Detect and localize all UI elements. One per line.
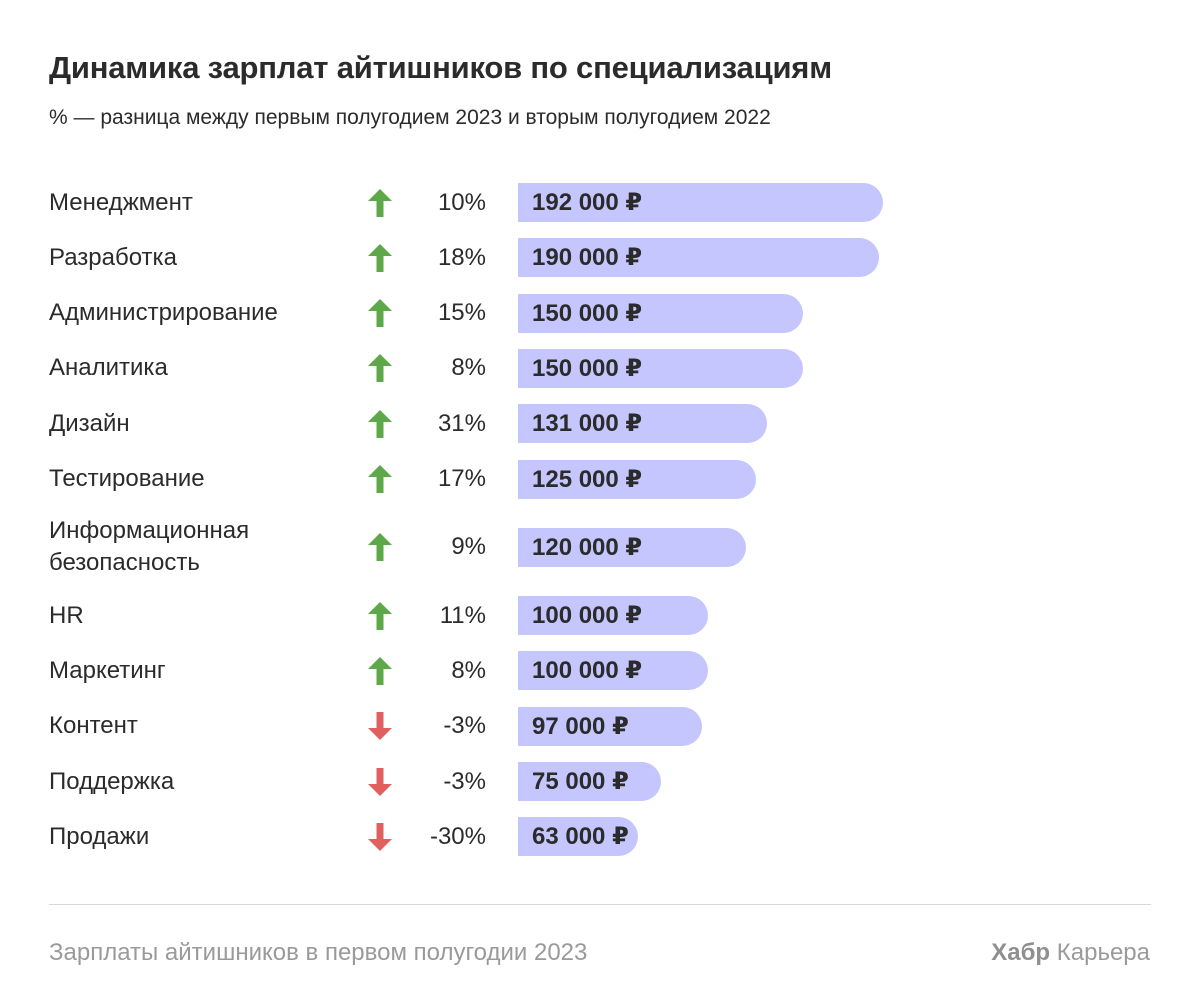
category-label: Маркетинг [49, 655, 166, 687]
category-label-line: Аналитика [49, 354, 168, 382]
category-label-line: HR [49, 601, 84, 629]
salary-value-label: 75 000 ₽ [532, 768, 629, 795]
change-percent: 18% [437, 243, 486, 271]
change-percent: 11% [439, 601, 486, 629]
footer-divider [49, 904, 1151, 905]
category-label: Тестирование [49, 463, 205, 495]
brand-name-bold: Хабр [991, 939, 1051, 966]
category-label: Поддержка [49, 766, 174, 798]
category-label: Информационная безопасность [49, 515, 249, 579]
category-label-line: Продажи [49, 822, 150, 850]
salary-bar [518, 706, 702, 746]
category-label: Менеджмент [49, 187, 193, 219]
change-percent: 17% [437, 465, 486, 492]
category-label-line: безопасность [49, 549, 200, 577]
footer-note: Зарплаты айтишников в первом полугодии 2… [49, 939, 588, 966]
salary-value-label: 125 000 ₽ [532, 465, 643, 493]
salary-value-label: 150 000 ₽ [532, 354, 643, 382]
salary-value-label: 190 000 ₽ [532, 244, 643, 272]
arrow-up-icon [368, 533, 392, 562]
salary-value-label: 100 000 ₽ [532, 657, 643, 685]
category-label: Продажи [49, 821, 149, 853]
change-percent: 10% [437, 188, 486, 216]
brand-logo: Хабр Карьера [991, 939, 1150, 967]
category-label-line: Информационная [49, 517, 250, 545]
arrow-up-icon [368, 601, 392, 630]
category-label-line: Дизайн [49, 409, 130, 437]
salary-value-label: 131 000 ₽ [532, 410, 643, 438]
salary-bar [518, 817, 638, 857]
salary-value-label: 150 000 ₽ [532, 299, 643, 327]
arrow-up-icon [368, 656, 392, 685]
category-label: Дизайн [49, 408, 130, 440]
salary-bar [518, 348, 803, 388]
change-percent: -3% [443, 712, 486, 740]
arrow-down-icon [368, 767, 392, 796]
category-label-line: Менеджмент [49, 188, 193, 216]
change-percent: 8% [451, 656, 486, 684]
arrow-down-icon [368, 712, 392, 741]
chart-title: Динамика зарплат айтишников по специализ… [49, 50, 832, 85]
salary-value-label: 100 000 ₽ [532, 602, 643, 630]
salary-value-label: 63 000 ₽ [532, 823, 629, 851]
category-label-line: Тестирование [49, 465, 205, 492]
salary-bar [518, 459, 756, 499]
category-label-line: Контент [49, 712, 138, 740]
arrow-up-icon [368, 299, 392, 328]
category-label: Аналитика [49, 352, 168, 384]
arrow-up-icon [368, 409, 392, 438]
category-label-line: Администрирование [49, 299, 278, 327]
change-percent: 8% [451, 354, 486, 382]
salary-bar [518, 762, 661, 801]
arrow-up-icon [368, 243, 392, 272]
category-label-line: Разработка [49, 243, 177, 271]
arrow-down-icon [368, 822, 392, 851]
change-percent: 15% [437, 299, 486, 327]
salary-bar [518, 596, 708, 636]
category-label-line: Поддержка [49, 767, 175, 795]
change-percent: -3% [443, 767, 486, 795]
salary-bar [518, 183, 883, 222]
salary-bar-chart: Менеджмент 10% 192 000 ₽ Разработка 18% 190 0… [49, 183, 883, 857]
salary-value-label: 120 000 ₽ [532, 533, 643, 561]
salary-bar [518, 404, 767, 444]
change-percent: 31% [437, 409, 486, 437]
brand-name-rest: Карьера [1056, 939, 1150, 966]
category-label-line: Маркетинг [49, 656, 166, 684]
salary-bar [518, 238, 879, 278]
category-label: Разработка [49, 242, 177, 274]
change-percent: 9% [451, 533, 486, 561]
salary-bar [518, 527, 746, 567]
salary-bar [518, 293, 803, 333]
arrow-up-icon [368, 465, 392, 493]
category-label: HR [49, 600, 84, 632]
salary-value-label: 192 000 ₽ [532, 189, 643, 216]
salary-value-label: 97 000 ₽ [532, 712, 629, 740]
category-label: Контент [49, 710, 138, 742]
category-label: Администрирование [49, 297, 278, 329]
chart-subtitle: % — разница между первым полугодием 2023… [49, 106, 771, 129]
arrow-up-icon [368, 188, 392, 217]
change-percent: -30% [429, 822, 486, 850]
arrow-up-icon [368, 354, 392, 383]
salary-bar [518, 651, 708, 691]
